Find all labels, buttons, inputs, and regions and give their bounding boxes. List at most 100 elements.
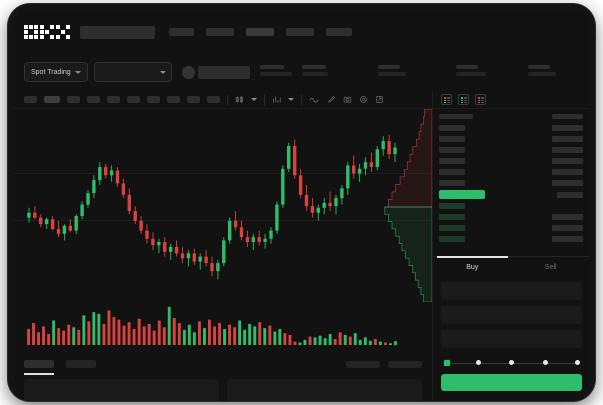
slider-mark-50[interactable] [509,360,515,365]
orders-panel-left[interactable] [24,379,219,401]
orderbook-asks-icon[interactable] [475,94,486,105]
stat-label [378,65,400,69]
chevron-down-icon[interactable] [251,98,257,101]
app-screen: Spot Trading [14,11,589,401]
orderbook-ask-row[interactable] [439,123,583,132]
orderbook-col-price [439,114,473,119]
nav-item-5[interactable] [326,28,352,36]
total-field[interactable] [441,330,582,348]
stat-label [260,65,284,69]
tab-buy[interactable]: Buy [433,256,512,276]
orders-panel-area [14,379,432,401]
candlestick-icon[interactable] [235,95,244,104]
stat-value [528,72,556,76]
chevron-down-icon [160,70,166,74]
orderbook-bid-row[interactable] [439,213,583,222]
orderbook-both-icon[interactable] [441,94,452,105]
chevron-down-icon [74,70,81,74]
settings-gear-icon[interactable] [359,95,368,104]
chart-toolbar [14,91,432,109]
depth-svg [384,109,432,302]
amount-field[interactable] [441,306,582,324]
market-stat-2 [302,65,328,79]
pair-price-display [198,65,250,79]
global-search-input[interactable] [80,25,155,39]
timeframe-button-6[interactable] [127,96,140,103]
tab-sell-label: Sell [544,264,557,271]
slider-mark-100[interactable] [575,360,581,365]
orderbook-ask-row[interactable] [439,134,583,143]
nav-item-3[interactable] [246,28,274,36]
orderbook-ask-row[interactable] [439,145,583,154]
orderbook-spread-row[interactable] [439,190,583,200]
orderbook-ask-row[interactable] [439,168,583,177]
chevron-down-icon[interactable] [288,98,294,101]
fullscreen-icon[interactable] [375,95,384,104]
trade-form: Buy Sell [433,256,589,391]
tab-buy-label: Buy [466,264,479,271]
bottom-tab-2[interactable] [66,360,96,368]
timeframe-button-2[interactable] [44,96,60,103]
orders-panel-right[interactable] [227,379,422,401]
stat-value [302,72,328,76]
okx-logo-o [24,25,38,39]
orderbook-bid-row[interactable] [439,224,583,233]
candles-svg [14,134,432,280]
bottom-tab-1[interactable] [24,360,54,375]
timeframe-button-1[interactable] [24,96,37,103]
submit-buy-button[interactable] [441,374,582,391]
amount-percentage-slider[interactable] [443,358,581,370]
orderbook-bid-row[interactable] [439,235,583,244]
market-stat-1 [260,65,292,79]
stat-value [260,72,292,76]
timeframe-button-4[interactable] [87,96,100,103]
orderbook-ask-row[interactable] [439,157,583,166]
tab-sell[interactable]: Sell [512,257,590,276]
toolbar-divider [227,94,228,105]
toolbar-divider [264,94,265,105]
market-type-dropdown[interactable]: Spot Trading [24,62,88,82]
volume-svg [27,307,397,345]
okx-logo-x [56,25,70,39]
orderbook-bid-row[interactable] [439,201,583,210]
timeframe-button-7[interactable] [147,96,160,103]
slider-mark-25[interactable] [475,360,481,365]
toolbar-divider [301,94,302,105]
market-depth-chart [383,109,432,302]
trading-pair-select[interactable] [94,62,172,82]
nav-item-4[interactable] [286,28,314,36]
candlestick-chart[interactable] [14,109,432,299]
timeframe-button-10[interactable] [207,96,220,103]
stat-value [456,72,486,76]
okx-logo-icon[interactable] [24,25,70,39]
stat-label [302,65,326,69]
orderbook-mode-switcher [433,91,589,109]
slider-handle[interactable] [443,359,451,367]
orderbook-ask-row[interactable] [439,179,583,188]
slider-mark-75[interactable] [543,360,548,365]
bottom-action-1[interactable] [346,360,380,368]
okx-logo-k [40,25,54,39]
nav-item-2[interactable] [206,28,234,36]
nav-item-1[interactable] [169,28,194,36]
market-type-label: Spot Trading [31,68,71,76]
timeframe-button-3[interactable] [67,96,80,103]
chart-type-icon[interactable] [272,95,281,104]
indicator-wave-icon[interactable] [309,95,320,104]
orders-tab-actions [346,360,422,368]
timeframe-button-5[interactable] [107,96,120,103]
stat-label [456,65,478,69]
timeframe-button-9[interactable] [187,96,200,103]
orderbook-header [439,114,583,119]
market-stat-3 [378,65,406,79]
bottom-action-2[interactable] [388,360,422,368]
timeframe-button-8[interactable] [167,96,180,103]
price-field[interactable] [441,282,582,300]
orderbook-bids-icon[interactable] [458,94,469,105]
camera-icon[interactable] [343,95,352,104]
volume-histogram [14,299,432,351]
orderbook[interactable] [433,109,589,269]
coin-avatar [182,65,195,79]
buy-sell-tabs: Buy Sell [433,256,589,276]
drawing-pencil-icon[interactable] [327,95,336,104]
